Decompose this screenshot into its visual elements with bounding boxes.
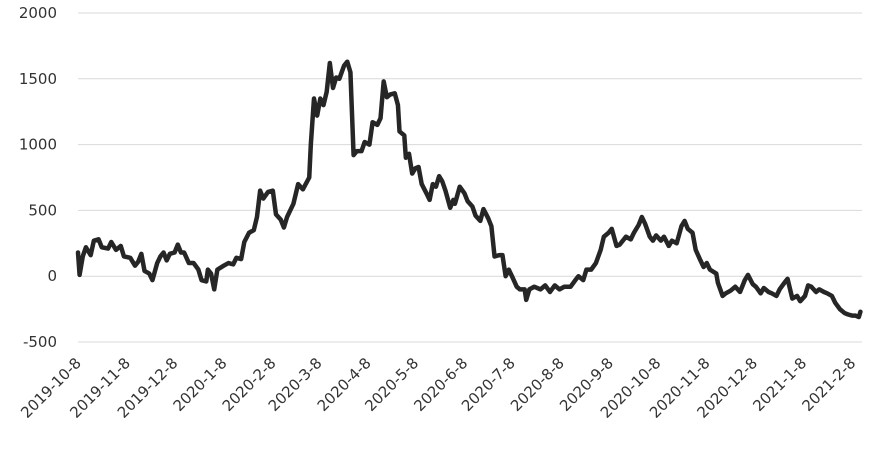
y-tick-label: 1000 [19,136,57,154]
y-tick-label: 1500 [19,70,57,88]
x-tick-label: 2021-2-8 [798,354,859,415]
y-tick-label: 0 [47,267,57,285]
data-line [75,59,863,320]
y-tick-label: -500 [23,333,57,351]
y-tick-label: 2000 [19,4,57,22]
y-tick-label: 500 [28,201,57,219]
